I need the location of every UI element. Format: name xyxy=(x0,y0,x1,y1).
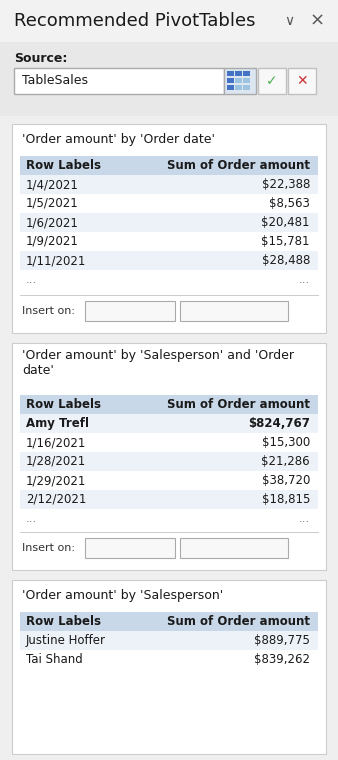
Text: ...: ... xyxy=(26,512,37,525)
Text: Source:: Source: xyxy=(14,52,67,65)
Bar xyxy=(180,538,288,558)
Text: Row Labels: Row Labels xyxy=(26,398,101,411)
Bar xyxy=(20,471,318,490)
Bar xyxy=(20,194,318,213)
Text: + Existing sheet: + Existing sheet xyxy=(191,306,277,316)
Text: + Existing sheet: + Existing sheet xyxy=(191,543,277,553)
Bar xyxy=(243,71,250,76)
Bar xyxy=(227,71,234,76)
Text: Sum of Order amount: Sum of Order amount xyxy=(167,159,310,172)
Bar xyxy=(0,42,338,116)
Bar xyxy=(20,175,318,194)
Text: 'Order amount' by 'Salesperson': 'Order amount' by 'Salesperson' xyxy=(22,590,223,603)
Bar xyxy=(20,433,318,452)
Bar xyxy=(85,301,175,321)
Text: + New sheet: + New sheet xyxy=(97,543,163,553)
Text: ∨: ∨ xyxy=(284,14,294,28)
Bar xyxy=(20,631,318,650)
Bar xyxy=(20,650,318,669)
Bar xyxy=(20,414,318,433)
Text: 1/16/2021: 1/16/2021 xyxy=(26,436,87,449)
Text: $824,767: $824,767 xyxy=(248,417,310,430)
Bar xyxy=(235,85,242,90)
Text: $28,488: $28,488 xyxy=(262,254,310,267)
Text: ✕: ✕ xyxy=(296,74,308,88)
Bar xyxy=(227,85,234,90)
Bar xyxy=(288,68,316,94)
Bar xyxy=(180,301,288,321)
Bar xyxy=(20,232,318,251)
Bar xyxy=(20,490,318,509)
Text: $20,481: $20,481 xyxy=(262,216,310,229)
Bar xyxy=(12,343,326,570)
Bar xyxy=(12,124,326,333)
Text: 'Order amount' by 'Salesperson' and 'Order: 'Order amount' by 'Salesperson' and 'Ord… xyxy=(22,350,294,363)
Text: $839,262: $839,262 xyxy=(254,653,310,666)
Bar xyxy=(20,509,318,528)
Bar xyxy=(235,71,242,76)
Text: ...: ... xyxy=(299,512,310,525)
Bar xyxy=(85,538,175,558)
Text: 1/5/2021: 1/5/2021 xyxy=(26,197,79,210)
Text: TableSales: TableSales xyxy=(22,74,88,87)
Text: 1/28/2021: 1/28/2021 xyxy=(26,455,86,468)
Text: Justine Hoffer: Justine Hoffer xyxy=(26,634,106,647)
Text: 1/29/2021: 1/29/2021 xyxy=(26,474,87,487)
Text: Row Labels: Row Labels xyxy=(26,159,101,172)
Bar xyxy=(224,68,256,94)
Bar xyxy=(20,395,318,414)
Text: + New sheet: + New sheet xyxy=(97,306,163,316)
Text: $15,781: $15,781 xyxy=(262,235,310,248)
Text: Insert on:: Insert on: xyxy=(22,543,75,553)
Text: 1/4/2021: 1/4/2021 xyxy=(26,178,79,191)
Bar xyxy=(20,156,318,175)
Text: Amy Trefl: Amy Trefl xyxy=(26,417,89,430)
Bar xyxy=(235,78,242,83)
Text: $15,300: $15,300 xyxy=(262,436,310,449)
Text: 'Order amount' by 'Order date': 'Order amount' by 'Order date' xyxy=(22,134,215,147)
Text: $18,815: $18,815 xyxy=(262,493,310,506)
Bar xyxy=(20,612,318,631)
Text: 1/11/2021: 1/11/2021 xyxy=(26,254,87,267)
Text: ×: × xyxy=(309,12,324,30)
Bar xyxy=(227,78,234,83)
Text: Insert on:: Insert on: xyxy=(22,306,75,316)
Text: ...: ... xyxy=(299,273,310,286)
Text: 2/12/2021: 2/12/2021 xyxy=(26,493,87,506)
Bar xyxy=(14,68,224,94)
Text: ✓: ✓ xyxy=(266,74,278,88)
Text: $38,720: $38,720 xyxy=(262,474,310,487)
Text: Sum of Order amount: Sum of Order amount xyxy=(167,398,310,411)
Text: ...: ... xyxy=(26,273,37,286)
Text: 1/9/2021: 1/9/2021 xyxy=(26,235,79,248)
Text: $8,563: $8,563 xyxy=(269,197,310,210)
Bar xyxy=(243,85,250,90)
Bar xyxy=(20,251,318,270)
Text: Sum of Order amount: Sum of Order amount xyxy=(167,615,310,628)
Bar xyxy=(20,213,318,232)
Bar xyxy=(20,452,318,471)
Bar xyxy=(243,78,250,83)
Text: Tai Shand: Tai Shand xyxy=(26,653,83,666)
Text: $21,286: $21,286 xyxy=(261,455,310,468)
Text: Recommended PivotTables: Recommended PivotTables xyxy=(14,12,256,30)
Text: $889,775: $889,775 xyxy=(254,634,310,647)
Bar xyxy=(20,270,318,289)
Bar xyxy=(258,68,286,94)
Text: Row Labels: Row Labels xyxy=(26,615,101,628)
Bar xyxy=(12,580,326,754)
Text: $22,388: $22,388 xyxy=(262,178,310,191)
Text: 1/6/2021: 1/6/2021 xyxy=(26,216,79,229)
Text: date': date' xyxy=(22,363,54,376)
Bar xyxy=(0,0,338,42)
